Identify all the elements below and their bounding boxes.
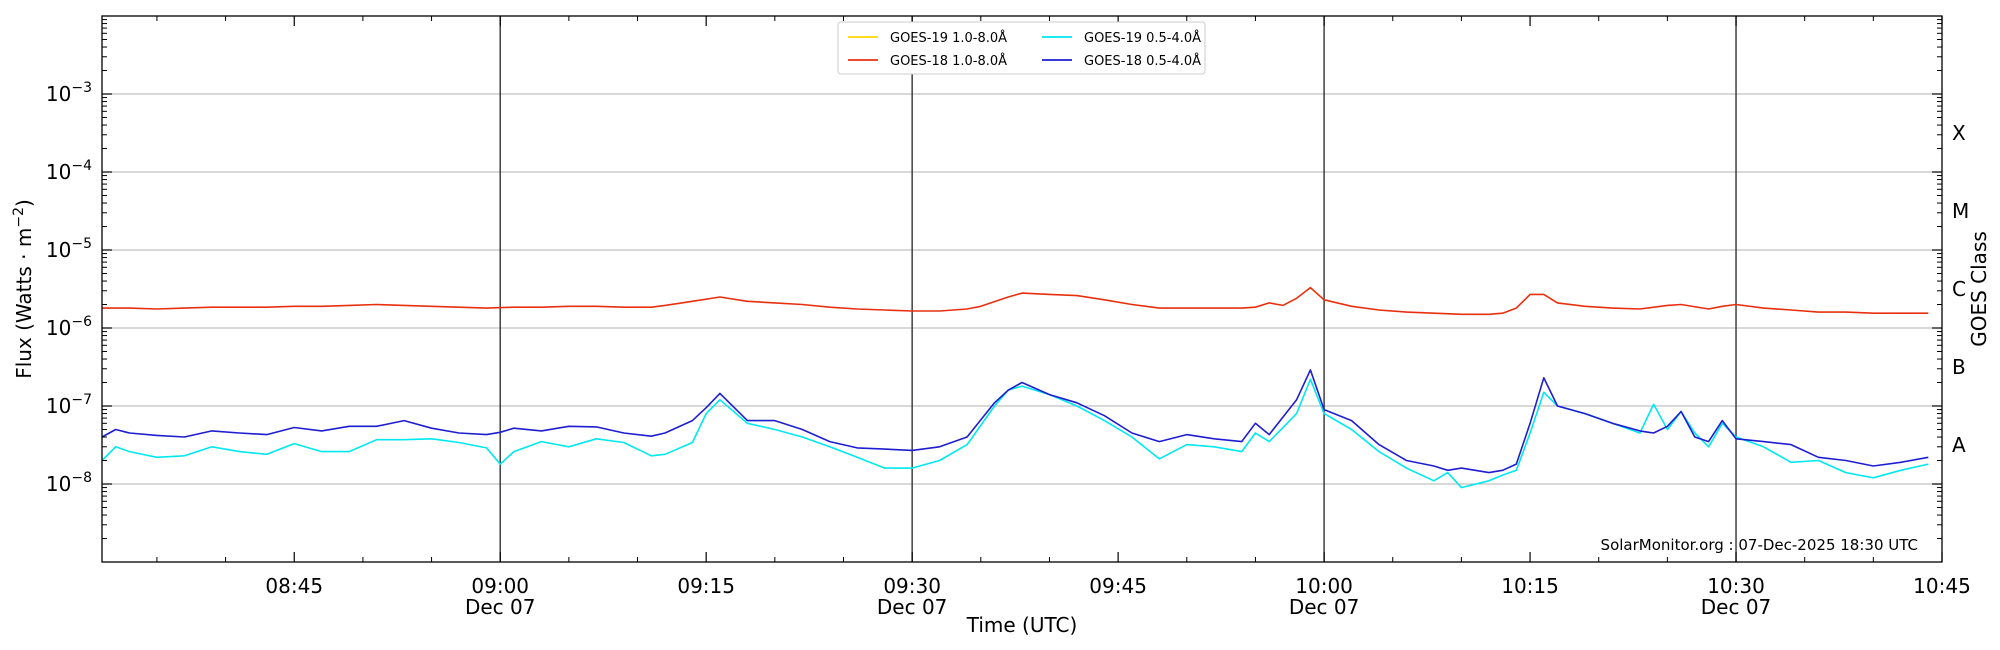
x-tick-sublabel: Dec 07: [465, 595, 536, 619]
plot-frame: [101, 15, 1943, 563]
y-tick-label: 10−6: [46, 314, 92, 340]
y-tick-labels: 10−8 10−7 10−6 10−5 10−4 10−3: [46, 80, 92, 496]
goes-class-labels: X M C B A: [1952, 121, 1969, 457]
day-boundary-lines: [499, 16, 1737, 562]
y-tick-label: 10−7: [46, 392, 92, 418]
x-tick-label: 10:00: [1295, 574, 1353, 598]
series-lines: [101, 286, 1929, 489]
legend-label: GOES-19 1.0-8.0Å: [890, 30, 1007, 46]
series-line-1: [102, 286, 1929, 316]
goes-class-label: C: [1952, 277, 1966, 301]
x-tick-sublabel: Dec 07: [1289, 595, 1360, 619]
y-tick-label: 10−5: [46, 236, 92, 262]
x-tick-sublabel: Dec 07: [1701, 595, 1772, 619]
x-tick-label: 08:45: [265, 574, 323, 598]
source-annotation: SolarMonitor.org : 07-Dec-2025 18:30 UTC: [1601, 536, 1918, 554]
legend-box: [837, 21, 1206, 75]
x-tick-label: 10:45: [1913, 574, 1971, 598]
x-tick-label: 09:00: [471, 574, 529, 598]
legend-label: GOES-18 0.5-4.0Å: [1084, 53, 1201, 69]
goes-class-label: A: [1952, 433, 1966, 457]
axis-ticks: [102, 16, 1943, 562]
legend-label: GOES-19 0.5-4.0Å: [1084, 30, 1201, 46]
y-axis-title: Flux (Watts · m−2): [11, 199, 36, 379]
grid-lines: [102, 93, 1942, 485]
x-tick-label: 09:30: [883, 574, 941, 598]
y-tick-label: 10−4: [46, 158, 92, 184]
legend: GOES-19 1.0-8.0Å GOES-19 0.5-4.0Å GOES-18 …: [837, 21, 1206, 75]
goes-class-label: X: [1952, 121, 1966, 145]
x-axis-title: Time (UTC): [966, 613, 1078, 637]
right-axis-title: GOES Class: [1967, 231, 1991, 347]
goes-class-label: B: [1952, 355, 1966, 379]
series-line-3: [101, 369, 1929, 474]
x-tick-label: 09:15: [677, 574, 735, 598]
legend-label: GOES-18 1.0-8.0Å: [890, 53, 1007, 69]
x-tick-label: 10:15: [1501, 574, 1559, 598]
x-tick-label: 09:45: [1089, 574, 1147, 598]
series-line-2: [101, 378, 1929, 489]
y-tick-label: 10−3: [46, 80, 92, 106]
x-tick-label: 10:30: [1707, 574, 1765, 598]
goes-class-label: M: [1952, 199, 1969, 223]
x-tick-sublabel: Dec 07: [877, 595, 948, 619]
y-tick-label: 10−8: [46, 470, 92, 496]
